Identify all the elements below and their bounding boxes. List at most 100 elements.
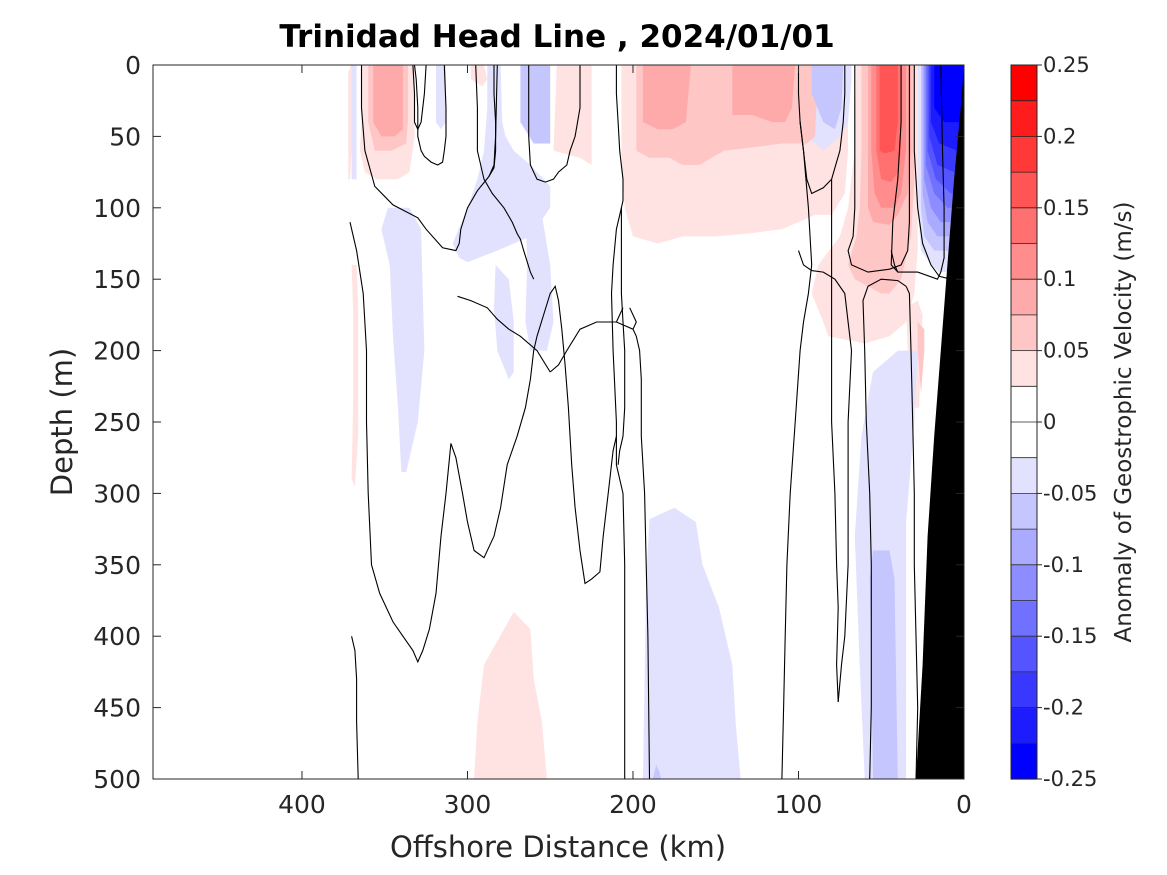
colorbar-swatch-7 bbox=[1011, 529, 1037, 566]
colorbar-label: Anomaly of Geostrophic Velocity (m/s) bbox=[1111, 202, 1137, 643]
zero-contour-9 bbox=[349, 221, 617, 664]
anomaly-region-28 bbox=[869, 550, 898, 779]
x-tick-label-200: 200 bbox=[609, 790, 657, 819]
anomaly-region-18 bbox=[642, 507, 741, 779]
anomaly-region-23 bbox=[811, 65, 844, 130]
chart-title: Trinidad Head Line , 2024/01/01 bbox=[279, 19, 834, 55]
anomaly-region-27 bbox=[652, 764, 662, 779]
anomaly-region-7 bbox=[553, 65, 592, 165]
anomaly-region-26 bbox=[917, 322, 925, 394]
colorbar-swatch-16 bbox=[1011, 207, 1037, 245]
colorbar-tick-label-4: 0.1 bbox=[1043, 267, 1076, 291]
anomaly-region-15 bbox=[525, 193, 554, 351]
anomaly-region-13 bbox=[381, 207, 425, 473]
colorbar-tick-label-2: 0.2 bbox=[1043, 124, 1076, 148]
colorbar-tick-label-6: 0 bbox=[1043, 410, 1056, 434]
y-tick-label-50: 50 bbox=[109, 122, 141, 151]
zero-contour-16 bbox=[781, 122, 813, 779]
zero-contour-11 bbox=[549, 321, 651, 779]
colorbar-swatch-9 bbox=[1011, 457, 1037, 494]
colorbar-swatch-17 bbox=[1011, 172, 1037, 209]
colorbar-swatch-8 bbox=[1011, 493, 1037, 530]
anomaly-region-31 bbox=[732, 65, 796, 123]
colorbar-tick-label-10: -0.2 bbox=[1043, 696, 1084, 720]
x-tick-label-0: 0 bbox=[956, 790, 972, 819]
zero-contour-7 bbox=[610, 65, 626, 779]
anomaly-region-14 bbox=[494, 264, 514, 380]
colorbar-swatch-2 bbox=[1011, 707, 1037, 744]
colorbar-swatch-14 bbox=[1011, 279, 1037, 316]
y-tick-label-450: 450 bbox=[93, 694, 141, 723]
colorbar-tick-label-3: 0.15 bbox=[1043, 196, 1090, 220]
x-tick-label-100: 100 bbox=[775, 790, 823, 819]
zero-contour-17 bbox=[831, 179, 839, 702]
zero-contour-18 bbox=[797, 250, 853, 702]
zero-contour-13 bbox=[615, 307, 624, 323]
colorbar-swatch-18 bbox=[1011, 136, 1037, 173]
colorbar-tick-label-1: 0.25 bbox=[1043, 53, 1090, 77]
y-tick-label-300: 300 bbox=[93, 479, 141, 508]
colorbar-swatch-1 bbox=[1011, 743, 1037, 780]
colorbar-swatch-6 bbox=[1011, 564, 1037, 602]
anomaly-region-5 bbox=[470, 65, 488, 87]
colorbar-tick-label-5: 0.05 bbox=[1043, 339, 1090, 363]
colorbar-swatch-4 bbox=[1011, 636, 1037, 673]
zero-contour-20 bbox=[905, 286, 919, 779]
colorbar-tick-label-7: -0.05 bbox=[1043, 481, 1097, 505]
y-tick-label-400: 400 bbox=[93, 622, 141, 651]
anomaly-region-12 bbox=[351, 264, 359, 487]
zero-contour-14 bbox=[629, 307, 637, 330]
anomaly-region-29 bbox=[373, 65, 403, 137]
colorbar-swatch-10 bbox=[1011, 422, 1037, 459]
colorbar-tick-label-8: -0.1 bbox=[1043, 553, 1084, 577]
zero-contour-10 bbox=[351, 636, 359, 779]
zero-contour-12 bbox=[457, 295, 551, 373]
plot-area: 400 300 200 100 0 0 50 100 150 200 250 300 350 400 45… bbox=[93, 51, 972, 819]
zero-contour-22 bbox=[847, 65, 910, 273]
colorbar: 0.25 0.2 0.15 0.1 0.05 0 -0.05 -0.1 -0.15 -0.2 -0.… bbox=[1010, 53, 1097, 791]
zero-contour-15 bbox=[797, 65, 846, 195]
colorbar-swatch-13 bbox=[1011, 314, 1037, 352]
anomaly-region-4 bbox=[436, 65, 446, 130]
y-tick-label-150: 150 bbox=[93, 265, 141, 294]
x-axis-label: Offshore Distance (km) bbox=[390, 830, 726, 864]
zero-contour-4 bbox=[475, 65, 535, 280]
y-tick-label-250: 250 bbox=[93, 408, 141, 437]
colorbar-tick-label-9: -0.15 bbox=[1043, 624, 1097, 648]
anomaly-region-42 bbox=[934, 65, 964, 123]
zero-contour-19 bbox=[862, 278, 907, 779]
y-axis-ticks: 0 50 100 150 200 250 300 350 400 450 500 bbox=[93, 51, 964, 794]
colorbar-swatch-20 bbox=[1011, 65, 1037, 102]
anomaly-region-6 bbox=[452, 65, 551, 263]
anomaly-region-30 bbox=[642, 65, 691, 130]
colorbar-swatch-15 bbox=[1011, 243, 1037, 280]
zero-contour-3 bbox=[412, 65, 427, 131]
y-axis-label: Depth (m) bbox=[45, 348, 79, 496]
x-tick-label-400: 400 bbox=[278, 790, 326, 819]
anomaly-region-21 bbox=[520, 65, 551, 144]
land-mask bbox=[916, 65, 964, 779]
colorbar-swatch-12 bbox=[1011, 350, 1037, 387]
colorbar-swatches bbox=[1011, 64, 1037, 780]
colorbar-swatch-3 bbox=[1011, 671, 1037, 709]
colorbar-tick-label-11: -0.25 bbox=[1043, 767, 1097, 791]
anomaly-region-17 bbox=[474, 611, 547, 779]
colorbar-swatch-11 bbox=[1011, 386, 1037, 423]
zero-contour-24 bbox=[890, 250, 899, 273]
y-tick-label-0: 0 bbox=[125, 51, 141, 80]
x-tick-label-300: 300 bbox=[444, 790, 492, 819]
colorbar-swatch-19 bbox=[1011, 100, 1037, 137]
colorbar-swatch-5 bbox=[1011, 600, 1037, 637]
y-tick-label-350: 350 bbox=[93, 551, 141, 580]
y-tick-label-200: 200 bbox=[93, 337, 141, 366]
y-tick-label-500: 500 bbox=[93, 765, 141, 794]
zero-contour-21 bbox=[890, 65, 945, 280]
anomaly-region-38 bbox=[879, 65, 898, 154]
zero-contour-6 bbox=[528, 65, 581, 183]
anomaly-region-1 bbox=[348, 65, 352, 180]
y-tick-label-100: 100 bbox=[93, 194, 141, 223]
land-mask-layer bbox=[916, 65, 964, 779]
anomaly-region-2 bbox=[351, 65, 357, 180]
colorbar-ticks: 0.25 0.2 0.15 0.1 0.05 0 -0.05 -0.1 -0.15 -0.2 -0.… bbox=[1037, 53, 1097, 791]
